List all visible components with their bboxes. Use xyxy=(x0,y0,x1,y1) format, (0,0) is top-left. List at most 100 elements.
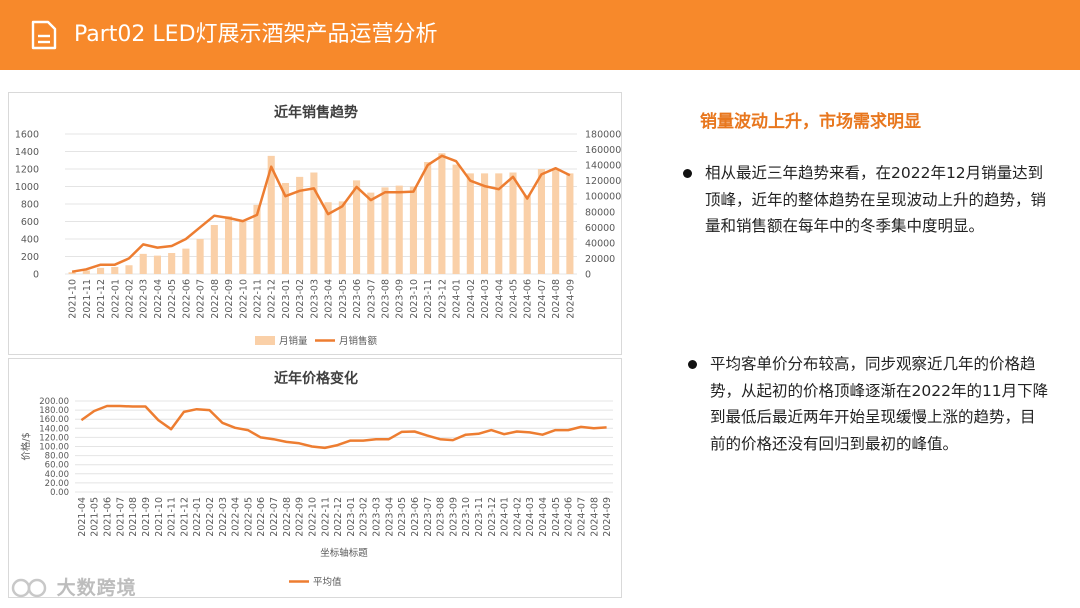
x-tick-label: 2023-09 xyxy=(448,497,459,537)
bar-monthly-volume xyxy=(537,169,545,274)
x-tick-label: 2022-10 xyxy=(308,497,319,537)
bullet-dot-icon xyxy=(688,360,697,369)
bar-monthly-volume xyxy=(438,153,446,274)
y-right-tick-label: 80000 xyxy=(585,207,615,218)
x-tick-label: 2022-01 xyxy=(192,497,203,537)
y-right-tick-label: 40000 xyxy=(585,238,615,249)
y-tick-label: 80.00 xyxy=(45,452,69,462)
y-tick-label: 20.00 xyxy=(45,479,69,489)
bar-monthly-volume xyxy=(125,265,133,274)
bar-monthly-volume xyxy=(452,164,460,274)
bar-monthly-volume xyxy=(281,183,289,274)
x-tick-label: 2024-07 xyxy=(537,279,548,319)
y-left-tick-label: 1600 xyxy=(15,130,39,141)
bar-monthly-volume xyxy=(466,173,474,274)
y-left-tick-label: 600 xyxy=(21,217,39,228)
x-tick-label: 2022-02 xyxy=(205,497,216,537)
x-tick-label: 2022-04 xyxy=(153,279,164,319)
bar-monthly-volume xyxy=(239,221,247,274)
x-tick-label: 2023-05 xyxy=(397,497,408,537)
legend-label-revenue: 月销售额 xyxy=(339,335,378,347)
bar-monthly-volume xyxy=(210,225,218,274)
document-icon xyxy=(31,20,57,50)
x-tick-label: 2024-01 xyxy=(500,497,511,537)
x-tick-label: 2021-08 xyxy=(128,497,139,537)
bar-monthly-volume xyxy=(225,216,233,274)
y-tick-label: 200.00 xyxy=(39,397,69,407)
bar-monthly-volume xyxy=(338,201,346,274)
x-axis-label: 坐标轴标题 xyxy=(320,547,368,559)
price-trend-chart: 近年价格变化 0.0020.0040.0060.0080.00100.00120.… xyxy=(20,370,613,588)
y-right-tick-label: 160000 xyxy=(585,145,621,156)
x-tick-label: 2022-06 xyxy=(256,497,267,537)
x-tick-label: 2024-03 xyxy=(480,279,491,319)
bar-monthly-volume xyxy=(82,270,90,274)
y-left-tick-label: 1200 xyxy=(15,165,39,176)
x-tick-label: 2023-01 xyxy=(346,497,357,537)
bar-monthly-volume xyxy=(566,173,574,274)
x-tick-label: 2023-08 xyxy=(436,497,447,537)
x-tick-label: 2024-04 xyxy=(538,497,549,537)
x-tick-label: 2021-12 xyxy=(179,497,190,537)
y-left-tick-label: 400 xyxy=(21,235,39,246)
y-axis-label: 价格/$ xyxy=(20,432,32,460)
bar-monthly-volume xyxy=(296,176,304,274)
bar-monthly-volume xyxy=(68,272,76,274)
y-right-tick-label: 100000 xyxy=(585,192,621,203)
legend-swatch-volume xyxy=(255,336,275,345)
y-left-tick-label: 1000 xyxy=(15,182,39,193)
x-tick-label: 2022-06 xyxy=(181,279,192,319)
x-tick-label: 2022-03 xyxy=(218,497,229,537)
y-right-tick-label: 60000 xyxy=(585,223,615,234)
sales-trend-chart-panel: 近年销售趋势 0 200 400 600 800 1000 1200 1400 1600 0 2000… xyxy=(8,92,622,355)
bar-monthly-volume xyxy=(409,186,417,274)
x-tick-label: 2024-06 xyxy=(564,497,575,537)
bar-monthly-volume xyxy=(481,173,489,274)
summary-heading: 销量波动上升，市场需求明显 xyxy=(700,112,921,132)
bar-monthly-volume xyxy=(168,253,176,274)
x-tick-label: 2021-11 xyxy=(167,497,178,537)
y-tick-label: 120.00 xyxy=(39,433,69,443)
x-tick-label: 2022-11 xyxy=(320,497,331,537)
x-tick-label: 2023-09 xyxy=(395,279,406,319)
y-tick-label: 180.00 xyxy=(39,406,69,416)
x-tick-label: 2022-08 xyxy=(282,497,293,537)
legend-label-average: 平均值 xyxy=(313,576,342,588)
x-tick-label: 2021-06 xyxy=(103,497,114,537)
y-left-tick-label: 200 xyxy=(21,252,39,263)
x-tick-label: 2023-04 xyxy=(384,497,395,537)
x-tick-label: 2021-09 xyxy=(141,497,152,537)
bar-monthly-volume xyxy=(196,239,204,274)
bar-monthly-volume xyxy=(509,172,517,274)
x-tick-label: 2022-05 xyxy=(243,497,254,537)
bar-monthly-volume xyxy=(310,172,318,274)
x-tick-label: 2023-12 xyxy=(487,497,498,537)
x-tick-label: 2022-12 xyxy=(333,497,344,537)
bar-monthly-volume xyxy=(267,155,275,274)
x-tick-label: 2023-01 xyxy=(281,279,292,319)
x-tick-label: 2024-08 xyxy=(551,279,562,319)
x-tick-label: 2023-03 xyxy=(309,279,320,319)
x-tick-label: 2022-12 xyxy=(267,279,278,319)
x-tick-label: 2022-01 xyxy=(110,279,121,319)
x-tick-label: 2024-09 xyxy=(602,497,613,537)
x-tick-label: 2021-07 xyxy=(115,497,126,537)
bar-monthly-volume xyxy=(353,180,361,274)
bar-monthly-volume xyxy=(97,267,105,274)
bar-monthly-volume xyxy=(367,192,375,274)
bar-monthly-volume xyxy=(111,267,119,274)
bar-monthly-volume xyxy=(552,169,560,274)
sales-trend-chart: 近年销售趋势 0 200 400 600 800 1000 1200 1400 1600 0 2000… xyxy=(15,104,621,347)
x-tick-label: 2022-04 xyxy=(231,497,242,537)
watermark: 大数跨境 xyxy=(10,573,137,601)
x-tick-label: 2023-11 xyxy=(423,279,434,319)
chart-title: 近年销售趋势 xyxy=(274,104,358,121)
x-tick-label: 2023-02 xyxy=(359,497,370,537)
x-tick-label: 2022-09 xyxy=(295,497,306,537)
bullet-text: 平均客单价分布较高，同步观察近几年的价格趋势，从起初的价格顶峰逐渐在2022年的… xyxy=(710,355,1049,453)
y-right-tick-label: 0 xyxy=(585,270,591,281)
x-tick-label: 2021-10 xyxy=(68,279,79,319)
y-tick-label: 100.00 xyxy=(39,443,69,453)
y-right-tick-label: 180000 xyxy=(585,130,621,141)
x-tick-label: 2022-11 xyxy=(253,279,264,319)
